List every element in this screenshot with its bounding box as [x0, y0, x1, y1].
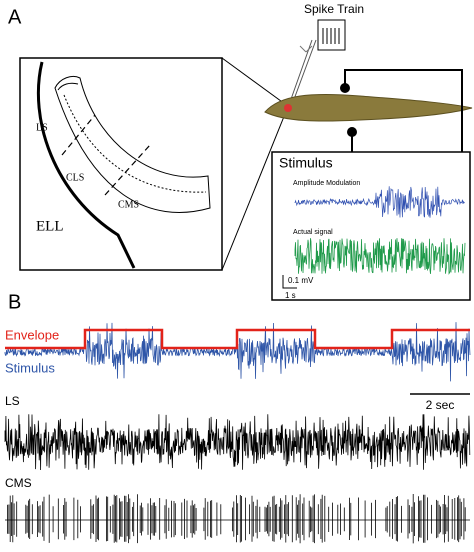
region-label: ELL — [36, 218, 64, 234]
region-label: LS — [36, 122, 48, 133]
envelope-label: Envelope — [5, 327, 59, 342]
trace-label: CMS — [5, 476, 32, 490]
scale-t: 1 s — [285, 291, 296, 300]
stimulus-trace — [4, 322, 471, 382]
electrode-holder — [299, 45, 313, 53]
stimulus-label: Stimulus — [5, 360, 55, 375]
trace — [294, 186, 465, 218]
am-label: Amplitude Modulation — [293, 180, 360, 187]
spike-train-box — [317, 19, 346, 51]
trace — [4, 322, 471, 382]
panel-label: A — [8, 6, 22, 28]
scale-v: 0.1 mV — [288, 276, 314, 285]
scale-label: 2 sec — [426, 398, 455, 412]
trace — [5, 494, 470, 544]
envelope-line — [5, 328, 470, 350]
stimulus-box — [271, 151, 471, 301]
cms-trace — [5, 494, 470, 544]
trace — [294, 238, 466, 275]
scale-bar — [282, 275, 297, 289]
brain-outline — [36, 61, 211, 269]
electrode-dot — [340, 83, 350, 93]
region-label: CLS — [66, 172, 84, 183]
am-trace — [294, 186, 465, 218]
spike-icon — [322, 28, 340, 44]
recording-site — [284, 104, 292, 112]
stimulus-title: Stimulus — [279, 155, 333, 171]
fish — [264, 93, 473, 122]
panel-label: B — [8, 291, 21, 313]
region-label: CMS — [118, 199, 139, 210]
actual-label: Actual signal — [293, 229, 333, 236]
ls-trace — [4, 414, 471, 471]
zoom-line — [221, 113, 286, 271]
trace — [4, 414, 471, 471]
actual-trace — [294, 238, 466, 275]
spike-train-label: Spike Train — [304, 2, 364, 16]
zoom-line — [221, 57, 286, 105]
trace-label: LS — [5, 394, 20, 408]
electrode-dot — [347, 127, 357, 137]
wire — [351, 138, 463, 152]
